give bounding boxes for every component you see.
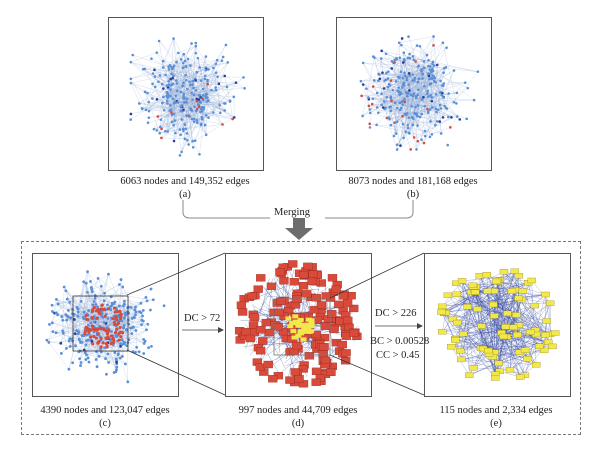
caption-a-label: (a) bbox=[179, 189, 191, 200]
threshold-dc-72: DC > 72 bbox=[184, 313, 221, 324]
network-graph-c bbox=[45, 270, 166, 384]
caption-e-text: 115 nodes and 2,334 edges bbox=[439, 405, 553, 416]
node-layer bbox=[234, 260, 362, 388]
network-graph-a bbox=[129, 37, 246, 157]
threshold-bc: BC > 0.00528 bbox=[370, 336, 430, 347]
edge-layer bbox=[130, 38, 245, 156]
core-nodes bbox=[83, 303, 125, 349]
caption-b-text: 8073 nodes and 181,168 edges bbox=[348, 176, 478, 187]
caption-b: 8073 nodes and 181,168 edges (b) bbox=[333, 175, 493, 201]
zoom-box-c bbox=[72, 295, 129, 352]
caption-d-text: 997 nodes and 44,709 edges bbox=[238, 405, 358, 416]
node-layer bbox=[359, 35, 480, 151]
merge-arrow-icon bbox=[285, 218, 313, 240]
caption-a-text: 6063 nodes and 149,352 edges bbox=[120, 176, 250, 187]
zoom-box-d bbox=[273, 298, 331, 356]
network-panel-d bbox=[225, 253, 372, 397]
network-panel-c bbox=[32, 253, 179, 397]
node-layer bbox=[437, 268, 560, 381]
caption-e-label: (e) bbox=[490, 418, 502, 429]
network-graph-e bbox=[437, 268, 560, 381]
network-panel-b bbox=[336, 17, 492, 171]
caption-c-label: (c) bbox=[99, 418, 111, 429]
node-layer bbox=[129, 37, 246, 157]
caption-a: 6063 nodes and 149,352 edges (a) bbox=[105, 175, 265, 201]
caption-b-label: (b) bbox=[406, 189, 420, 200]
caption-e: 115 nodes and 2,334 edges (e) bbox=[411, 404, 581, 430]
threshold-dc-226: DC > 226 bbox=[375, 308, 417, 319]
caption-c: 4390 nodes and 123,047 edges (c) bbox=[20, 404, 190, 430]
network-panel-e bbox=[424, 253, 571, 397]
caption-c-text: 4390 nodes and 123,047 edges bbox=[40, 405, 170, 416]
network-graph-d bbox=[234, 260, 362, 388]
threshold-cc: CC > 0.45 bbox=[376, 350, 420, 361]
network-graph-b bbox=[359, 35, 480, 151]
network-panel-a bbox=[108, 17, 264, 171]
merged-group-box bbox=[21, 241, 581, 435]
caption-d: 997 nodes and 44,709 edges (d) bbox=[213, 404, 383, 430]
caption-d-label: (d) bbox=[291, 418, 305, 429]
merging-label: Merging bbox=[274, 207, 310, 218]
